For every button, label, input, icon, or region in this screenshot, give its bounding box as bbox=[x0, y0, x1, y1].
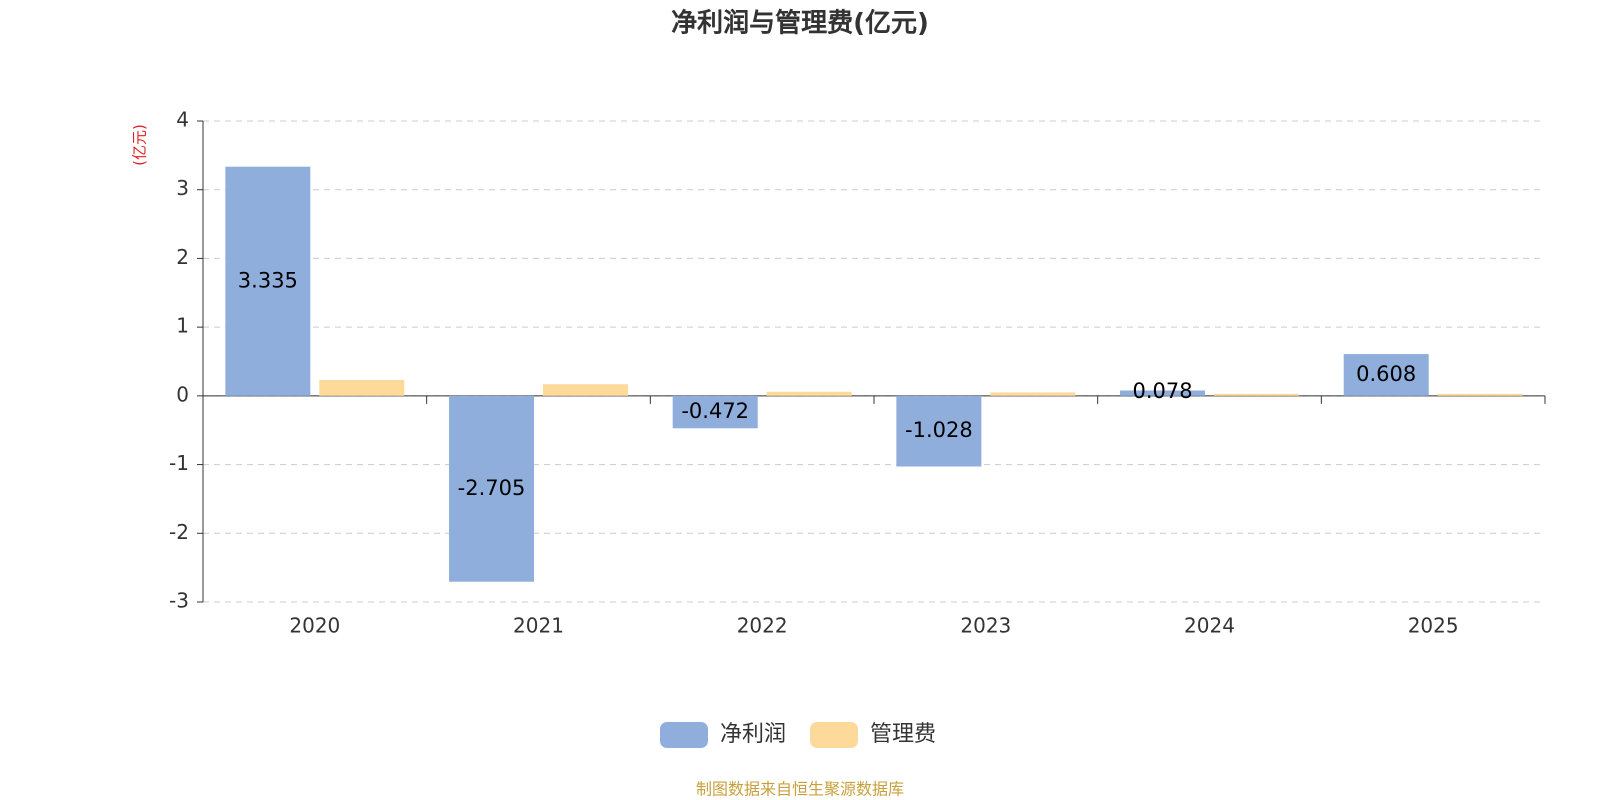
x-tick-label: 2022 bbox=[737, 614, 788, 638]
legend-label: 管理费 bbox=[870, 722, 936, 747]
bar bbox=[542, 384, 628, 396]
bar bbox=[319, 380, 405, 396]
bar bbox=[1437, 393, 1523, 396]
bar bbox=[1343, 354, 1429, 396]
bar bbox=[1213, 393, 1299, 396]
x-tick-label: 2025 bbox=[1408, 614, 1459, 638]
bar bbox=[1120, 390, 1206, 396]
x-tick-label: 2020 bbox=[289, 614, 340, 638]
bar bbox=[990, 392, 1076, 396]
source-note: 制图数据来自恒生聚源数据库 bbox=[696, 780, 904, 799]
chart-title: 净利润与管理费(亿元) bbox=[671, 8, 929, 39]
bar bbox=[896, 395, 982, 467]
legend-swatch bbox=[810, 722, 859, 748]
x-tick-label: 2021 bbox=[513, 614, 564, 638]
data-label: -0.472 bbox=[681, 399, 749, 423]
bar bbox=[766, 391, 852, 396]
legend-swatch bbox=[660, 722, 708, 748]
y-tick-label: -1 bbox=[169, 451, 189, 475]
y-tick-label: 3 bbox=[176, 176, 189, 200]
data-label: 0.078 bbox=[1132, 379, 1192, 403]
bar bbox=[225, 166, 311, 396]
bar bbox=[672, 395, 758, 429]
bar bbox=[449, 395, 535, 582]
y-tick-label: -2 bbox=[169, 520, 189, 544]
y-axis-label: (亿元) bbox=[131, 124, 149, 166]
y-tick-label: -3 bbox=[169, 589, 189, 613]
x-tick-label: 2023 bbox=[960, 614, 1011, 638]
data-label: -2.705 bbox=[458, 476, 526, 500]
y-tick-label: 0 bbox=[176, 382, 189, 406]
y-tick-label: 4 bbox=[176, 108, 189, 132]
data-label: 0.608 bbox=[1356, 362, 1416, 386]
y-tick-label: 1 bbox=[176, 314, 189, 338]
data-label: 3.335 bbox=[238, 268, 298, 292]
legend-label: 净利润 bbox=[720, 722, 786, 747]
y-tick-label: 2 bbox=[176, 245, 189, 269]
data-label: -1.028 bbox=[905, 418, 973, 442]
x-tick-label: 2024 bbox=[1184, 614, 1235, 638]
